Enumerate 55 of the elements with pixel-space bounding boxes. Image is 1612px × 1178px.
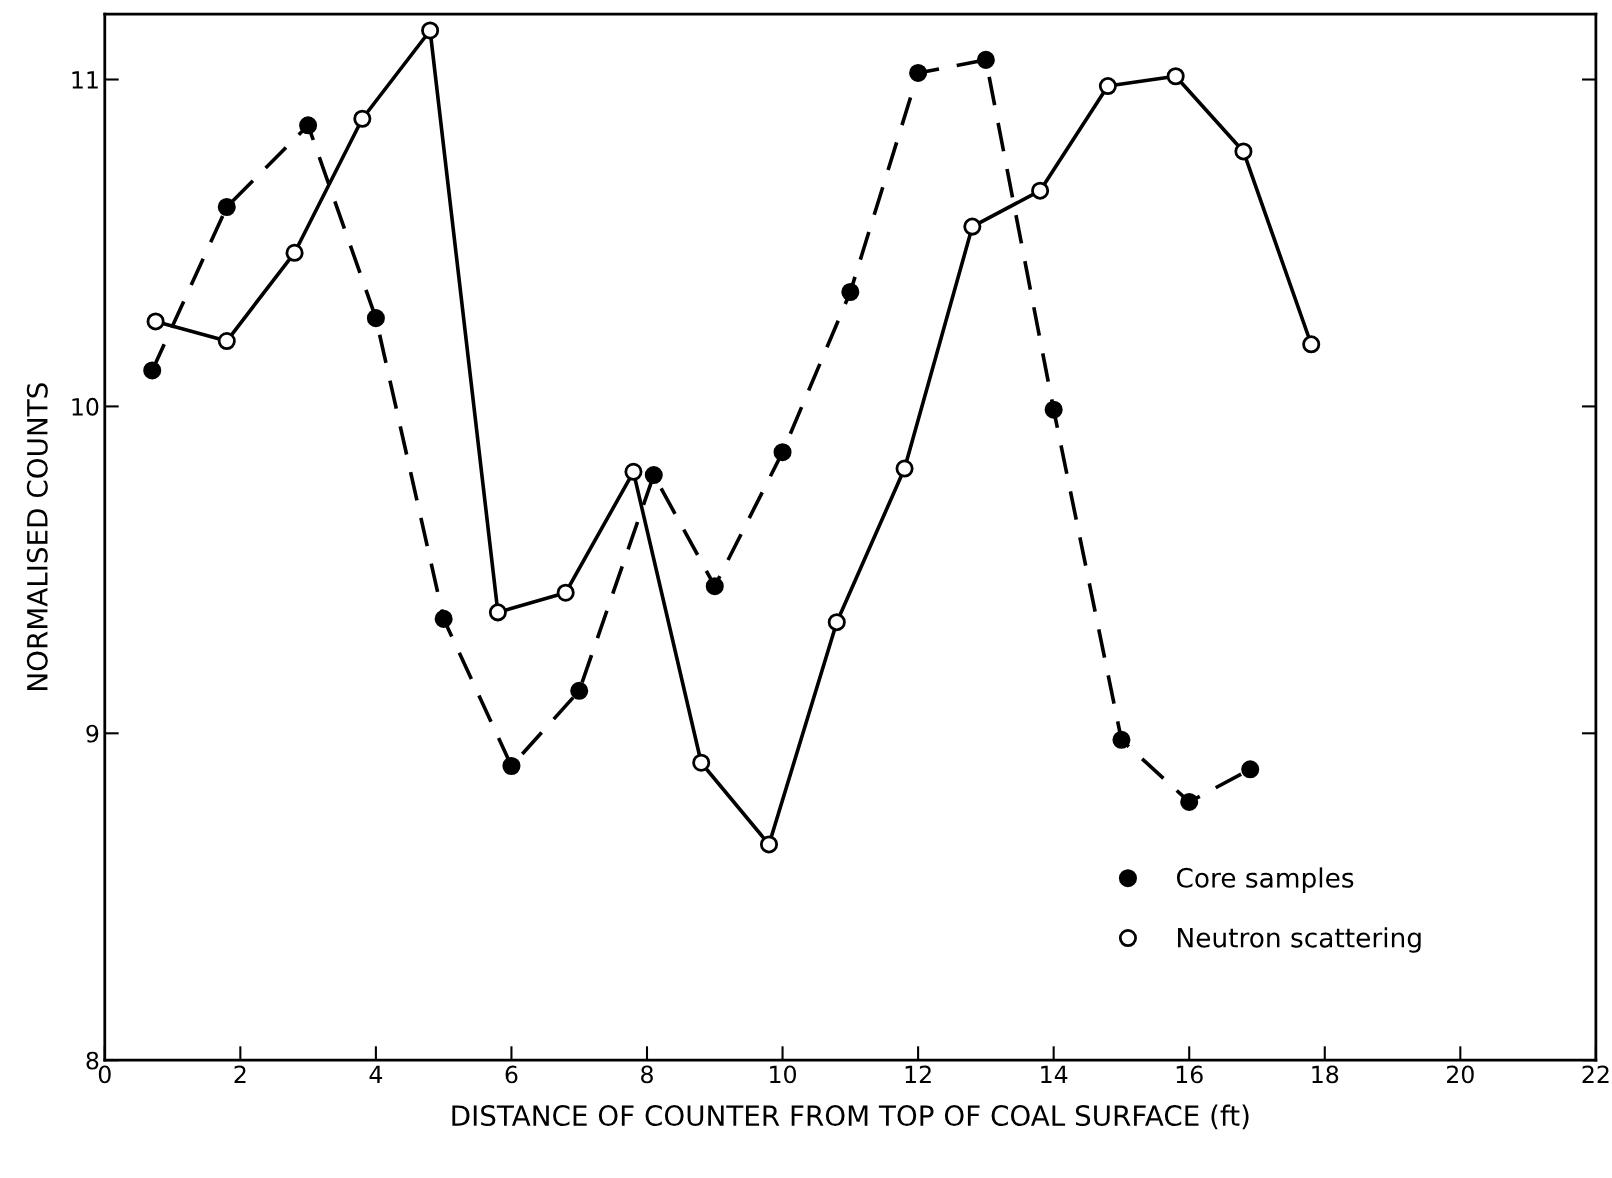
point [976, 50, 995, 69]
point [1302, 335, 1321, 354]
point [217, 197, 236, 217]
x-tick-label: 10 [770, 1065, 797, 1084]
x-tick-label: 12 [905, 1065, 931, 1083]
x-tick-label: 22 [1582, 1065, 1609, 1083]
point [1180, 792, 1199, 811]
point [692, 753, 711, 772]
point [146, 312, 165, 331]
point [1112, 730, 1131, 749]
legend-label: Neutron scattering [1178, 927, 1421, 953]
y-tick-label: 11 [72, 71, 98, 89]
legend-label: Core samples [1176, 867, 1354, 893]
y-tick-label: 8 [86, 1051, 99, 1070]
y-tick-label: 10 [72, 397, 99, 416]
point [1166, 67, 1185, 86]
point [1241, 760, 1260, 779]
point [759, 835, 779, 854]
point [434, 609, 453, 628]
x-tick-label: 8 [641, 1065, 653, 1084]
point [909, 63, 928, 83]
point [1031, 181, 1050, 200]
point [488, 603, 507, 622]
x-axis-title: DISTANCE OF COUNTER FROM TOP OF COAL SURFACE (ft) [452, 1104, 1249, 1130]
point [1044, 400, 1063, 419]
x-tick-label: 0 [98, 1065, 111, 1084]
x-tick-label: 18 [1312, 1065, 1339, 1084]
y-axis-title: NORMALISED COUNTS [26, 383, 48, 690]
x-tick-label: 20 [1447, 1065, 1474, 1084]
point [624, 462, 643, 481]
point [285, 243, 304, 262]
point [1234, 142, 1253, 161]
y-tick-label: 9 [86, 724, 99, 743]
point [556, 583, 575, 602]
x-tick-label: 6 [505, 1065, 518, 1084]
x-tick-label: 4 [369, 1065, 383, 1083]
point [1098, 77, 1117, 96]
point [366, 309, 385, 328]
x-tick-label: 2 [234, 1065, 246, 1083]
point [895, 459, 914, 478]
x-tick-label: 14 [1041, 1065, 1068, 1083]
point [421, 21, 440, 40]
point [705, 577, 724, 596]
point [143, 361, 162, 380]
x-tick-label: 16 [1176, 1065, 1203, 1084]
point [773, 443, 792, 462]
point [963, 217, 982, 236]
point [644, 466, 663, 485]
point [217, 332, 236, 351]
point [570, 681, 589, 700]
point [502, 756, 521, 776]
point [299, 116, 318, 135]
point [353, 109, 372, 128]
point [841, 282, 860, 302]
point [827, 613, 846, 632]
